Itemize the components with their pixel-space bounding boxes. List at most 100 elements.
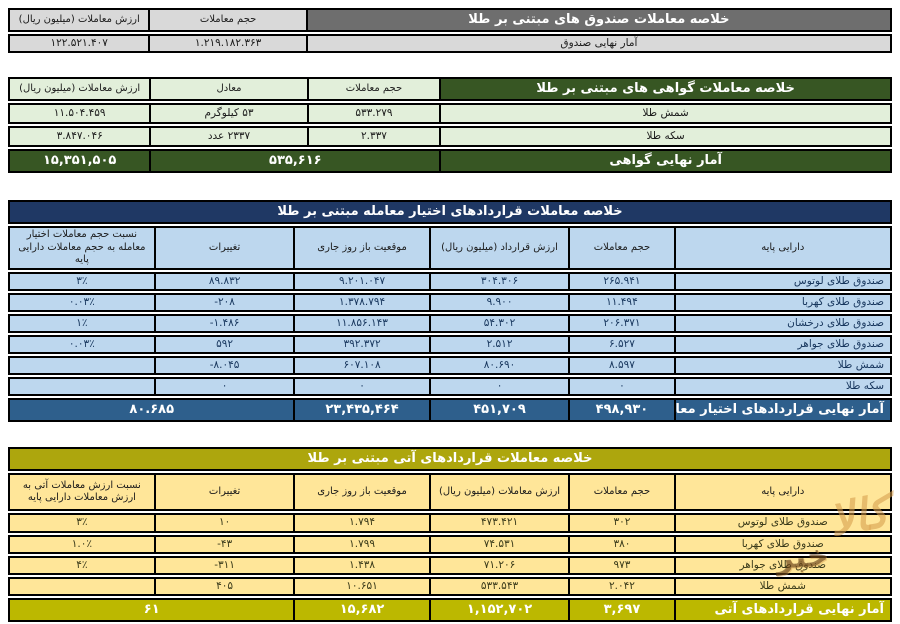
volume-cell: ۶.۵۲۷	[569, 335, 675, 355]
ratio-cell	[8, 576, 155, 596]
funds-value-cell: ۱۲۲.۵۲۱.۴۰۷	[8, 34, 150, 54]
options-row-bullion: شمش طلا ۸.۵۹۷ ۸۰.۶۹۰ ۶۰۷.۱۰۸ -۸.۰۴۵	[8, 356, 892, 376]
asset-label-cell: صندوق طلای کهربا	[674, 534, 892, 554]
futures-col-asset: دارایی پایه	[674, 473, 892, 512]
change-cell: ۱۰	[154, 513, 295, 533]
value-cell: ۳۰۴.۳۰۶	[429, 271, 570, 291]
ratio-cell: ۱٪	[8, 313, 155, 333]
certificates-summary-table: خلاصه معاملات گواهی های مبتنی بر طلا حجم…	[8, 75, 892, 175]
funds-total-row: آمار نهایی صندوق ۱.۲۱۹.۱۸۲.۳۶۳ ۱۲۲.۵۲۱.۴…	[8, 34, 892, 54]
options-title-row: خلاصه معاملات قراردادهای اختیار معامله م…	[8, 200, 892, 225]
change-cell: ۸۹.۸۳۲	[154, 271, 295, 291]
asset-label-cell: صندوق طلای لوتوس	[674, 271, 892, 291]
futures-footer-change: ۶۱	[8, 597, 295, 622]
futures-col-ratio: نسبت ارزش معاملات آتی به ارزش معاملات دا…	[8, 473, 155, 512]
funds-volume-cell: ۱.۲۱۹.۱۸۲.۳۶۳	[149, 34, 307, 54]
open-interest-cell: ۳۹۲.۳۷۲	[294, 335, 430, 355]
open-interest-cell: ۰	[294, 377, 430, 397]
volume-cell: ۲۰۶.۳۷۱	[569, 313, 675, 333]
change-cell: -۲۰۸	[154, 292, 295, 312]
asset-label-cell: صندوق طلای لوتوس	[674, 513, 892, 533]
value-cell: ۹.۹۰۰	[429, 292, 570, 312]
open-interest-cell: ۱۱.۸۵۶.۱۴۳	[294, 313, 430, 333]
futures-footer-label: آمار نهایی قراردادهای آتی	[674, 597, 892, 622]
asset-label-cell: شمش طلا	[674, 356, 892, 376]
value-cell: ۷۴.۵۳۱	[429, 534, 570, 554]
futures-table-title: خلاصه معاملات قراردادهای آتی مبتنی بر طل…	[8, 447, 892, 472]
futures-footer-value: ۱,۱۵۲,۷۰۲	[429, 597, 570, 622]
options-col-ratio: نسبت حجم معاملات اختیار معامله به حجم مع…	[8, 226, 155, 270]
options-columns-row: دارایی پایه حجم معاملات ارزش قرارداد (می…	[8, 226, 892, 270]
change-cell: ۰	[154, 377, 295, 397]
volume-cell: ۰	[569, 377, 675, 397]
equivalent-cell: ۵۳ کیلوگرم	[150, 103, 308, 125]
asset-label-cell: صندوق طلای کهربا	[674, 292, 892, 312]
funds-col-value: ارزش معاملات (میلیون ریال)	[8, 8, 150, 32]
certificates-footer-value: ۱۵,۳۵۱,۵۰۵	[8, 149, 151, 174]
open-interest-cell: ۹.۲۰۱.۰۴۷	[294, 271, 430, 291]
open-interest-cell: ۱.۴۳۸	[294, 555, 430, 575]
futures-col-change: تغییرات	[154, 473, 295, 512]
options-row-derakhshan: صندوق طلای درخشان ۲۰۶.۳۷۱ ۵۴.۳۰۲ ۱۱.۸۵۶.…	[8, 313, 892, 333]
value-cell: ۵۴.۳۰۲	[429, 313, 570, 333]
ratio-cell: ۳٪	[8, 513, 155, 533]
futures-row-bullion: شمش طلا ۲.۰۴۲ ۵۳۳.۵۴۳ ۱۰.۶۵۱ ۴۰۵	[8, 576, 892, 596]
futures-row-lotus: صندوق طلای لوتوس ۳۰۲ ۴۷۳.۴۲۱ ۱.۷۹۴ ۱۰ ۳٪	[8, 513, 892, 533]
options-col-asset: دارایی پایه	[674, 226, 892, 270]
futures-col-open-interest: موقعیت باز روز جاری	[294, 473, 430, 512]
options-row-coin: سکه طلا ۰ ۰ ۰ ۰	[8, 377, 892, 397]
certificates-col-value: ارزش معاملات (میلیون ریال)	[8, 77, 151, 102]
funds-summary-table: خلاصه معاملات صندوق های مبتنی بر طلا حجم…	[8, 6, 892, 55]
certificates-footer-row: آمار نهایی گواهی ۵۳۵,۶۱۶ ۱۵,۳۵۱,۵۰۵	[8, 149, 892, 174]
futures-row-javaher: صندوق طلای جواهر ۹۷۳ ۷۱.۲۰۶ ۱.۴۳۸ -۳۱۱ ۴…	[8, 555, 892, 575]
options-footer-volume: ۴۹۸,۹۳۰	[569, 398, 675, 423]
change-cell: -۱.۴۸۶	[154, 313, 295, 333]
value-cell: ۰	[429, 377, 570, 397]
futures-col-volume: حجم معاملات	[569, 473, 675, 512]
options-footer-label: آمار نهایی قراردادهای اختیار معامله	[674, 398, 892, 423]
futures-footer-row: آمار نهایی قراردادهای آتی ۳,۶۹۷ ۱,۱۵۲,۷۰…	[8, 597, 892, 622]
asset-label-cell: صندوق طلای درخشان	[674, 313, 892, 333]
futures-columns-row: دارایی پایه حجم معاملات ارزش معاملات (می…	[8, 473, 892, 512]
volume-cell: ۳۰۲	[569, 513, 675, 533]
funds-row-label: آمار نهایی صندوق	[306, 34, 892, 54]
value-cell: ۷۱.۲۰۶	[429, 555, 570, 575]
futures-title-row: خلاصه معاملات قراردادهای آتی مبتنی بر طل…	[8, 447, 892, 472]
volume-cell: ۲۶۵.۹۴۱	[569, 271, 675, 291]
options-footer-open-interest: ۲۳,۴۳۵,۴۶۴	[294, 398, 430, 423]
ratio-cell: ۱.۰٪	[8, 534, 155, 554]
options-row-kahroba: صندوق طلای کهربا ۱۱.۴۹۴ ۹.۹۰۰ ۱.۳۷۸.۷۹۴ …	[8, 292, 892, 312]
volume-cell: ۵۳۳.۲۷۹	[307, 103, 441, 125]
asset-label-cell: صندوق طلای جواهر	[674, 335, 892, 355]
funds-header-row: خلاصه معاملات صندوق های مبتنی بر طلا حجم…	[8, 8, 892, 32]
open-interest-cell: ۶۰۷.۱۰۸	[294, 356, 430, 376]
certificates-header-row: خلاصه معاملات گواهی های مبتنی بر طلا حجم…	[8, 77, 892, 102]
volume-cell: ۸.۵۹۷	[569, 356, 675, 376]
certificates-row-bullion: شمش طلا ۵۳۳.۲۷۹ ۵۳ کیلوگرم ۱۱.۵۰۴.۴۵۹	[8, 103, 892, 125]
certificates-row-coin: سکه طلا ۲.۳۳۷ ۲۳۳۷ عدد ۳.۸۴۷.۰۴۶	[8, 126, 892, 148]
volume-cell: ۳۸۰	[569, 534, 675, 554]
ratio-cell: ۳٪	[8, 271, 155, 291]
open-interest-cell: ۱.۷۹۴	[294, 513, 430, 533]
ratio-cell: ۰.۰۳٪	[8, 335, 155, 355]
change-cell: -۸.۰۴۵	[154, 356, 295, 376]
asset-label-cell: سکه طلا	[440, 126, 892, 148]
asset-label-cell: سکه طلا	[674, 377, 892, 397]
options-col-volume: حجم معاملات	[569, 226, 675, 270]
asset-label-cell: صندوق طلای جواهر	[674, 555, 892, 575]
certificates-table-title: خلاصه معاملات گواهی های مبتنی بر طلا	[440, 77, 892, 102]
volume-cell: ۹۷۳	[569, 555, 675, 575]
options-footer-change: ۸۰.۶۸۵	[8, 398, 295, 423]
certificates-footer-volume: ۵۳۵,۶۱۶	[150, 149, 441, 174]
certificates-col-volume: حجم معاملات	[307, 77, 441, 102]
asset-label-cell: شمش طلا	[440, 103, 892, 125]
value-cell: ۸۰.۶۹۰	[429, 356, 570, 376]
value-cell: ۱۱.۵۰۴.۴۵۹	[8, 103, 151, 125]
value-cell: ۲.۵۱۲	[429, 335, 570, 355]
ratio-cell: ۴٪	[8, 555, 155, 575]
options-footer-row: آمار نهایی قراردادهای اختیار معامله ۴۹۸,…	[8, 398, 892, 423]
value-cell: ۳.۸۴۷.۰۴۶	[8, 126, 151, 148]
change-cell: ۵۹۲	[154, 335, 295, 355]
options-row-lotus: صندوق طلای لوتوس ۲۶۵.۹۴۱ ۳۰۴.۳۰۶ ۹.۲۰۱.۰…	[8, 271, 892, 291]
